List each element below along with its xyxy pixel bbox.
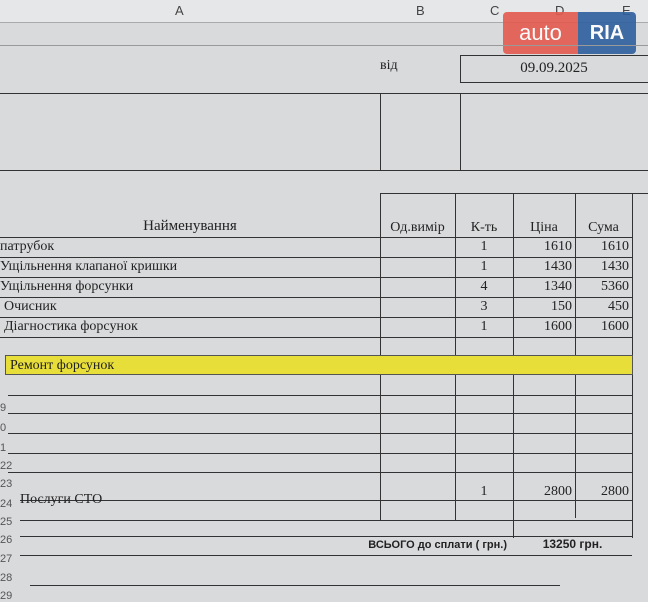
row-number[interactable]: 1 bbox=[0, 442, 7, 454]
item-price[interactable]: 1610 bbox=[544, 239, 572, 254]
row-number[interactable]: 9 bbox=[0, 402, 7, 414]
total-value[interactable]: 13250 грн. bbox=[542, 537, 603, 551]
date-value[interactable]: 09.09.2025 bbox=[520, 60, 588, 76]
row-number[interactable]: 24 bbox=[0, 498, 13, 510]
watermark-auto: auto bbox=[503, 12, 578, 54]
header-sum: Сума bbox=[588, 220, 619, 235]
header-price: Ціна bbox=[530, 220, 558, 235]
service-name[interactable]: Послуги СТО bbox=[20, 492, 103, 507]
item-sum[interactable]: 1610 bbox=[601, 239, 629, 254]
item-name[interactable]: Діагностика форсунок bbox=[4, 319, 138, 334]
watermark-ria: RIA bbox=[578, 12, 636, 54]
item-name[interactable]: патрубок bbox=[0, 239, 55, 254]
header-unit: Од.вимір bbox=[390, 220, 445, 235]
section-row[interactable]: Ремонт форсунок bbox=[5, 355, 633, 375]
item-price[interactable]: 1340 bbox=[544, 279, 572, 294]
row-number[interactable]: 0 bbox=[0, 422, 7, 434]
row-number[interactable]: 23 bbox=[0, 478, 13, 490]
item-name[interactable]: Очисник bbox=[4, 299, 57, 314]
row-number[interactable]: 29 bbox=[0, 590, 13, 602]
item-name[interactable]: Ущільнення форсунки bbox=[0, 279, 134, 294]
row-number[interactable]: 22 bbox=[0, 460, 13, 472]
column-e[interactable]: E bbox=[622, 3, 631, 18]
service-sum[interactable]: 2800 bbox=[601, 484, 629, 499]
item-qty[interactable]: 1 bbox=[480, 239, 488, 254]
column-a[interactable]: A bbox=[175, 3, 184, 18]
total-label: ВСЬОГО до сплати ( грн.) bbox=[368, 539, 507, 551]
item-price[interactable]: 150 bbox=[551, 299, 572, 314]
row-number[interactable]: 28 bbox=[0, 572, 13, 584]
column-c[interactable]: C bbox=[490, 3, 500, 18]
service-qty[interactable]: 1 bbox=[480, 484, 488, 499]
item-qty[interactable]: 1 bbox=[480, 319, 488, 334]
header-qty: К-ть bbox=[470, 220, 498, 235]
section-label: Ремонт форсунок bbox=[10, 358, 115, 373]
item-qty[interactable]: 4 bbox=[480, 279, 488, 294]
item-sum[interactable]: 5360 bbox=[601, 279, 629, 294]
item-price[interactable]: 1430 bbox=[544, 259, 572, 274]
item-price[interactable]: 1600 bbox=[544, 319, 572, 334]
header-name: Найменування bbox=[143, 218, 237, 234]
item-name[interactable]: Ущільнення клапаної кришки bbox=[0, 259, 178, 274]
column-header-bar: A B C D E bbox=[0, 0, 648, 23]
row-number[interactable]: 27 bbox=[0, 553, 13, 565]
item-qty[interactable]: 3 bbox=[480, 299, 488, 314]
row-number[interactable]: 25 bbox=[0, 516, 13, 528]
item-qty[interactable]: 1 bbox=[480, 259, 488, 274]
item-sum[interactable]: 450 bbox=[608, 299, 629, 314]
row-number[interactable]: 26 bbox=[0, 534, 13, 546]
date-label: від bbox=[380, 58, 398, 73]
service-price[interactable]: 2800 bbox=[544, 484, 572, 499]
column-b[interactable]: B bbox=[416, 3, 425, 18]
column-d[interactable]: D bbox=[555, 3, 565, 18]
item-sum[interactable]: 1600 bbox=[601, 319, 629, 334]
item-sum[interactable]: 1430 bbox=[601, 259, 629, 274]
autoria-watermark: auto RIA bbox=[503, 12, 636, 54]
